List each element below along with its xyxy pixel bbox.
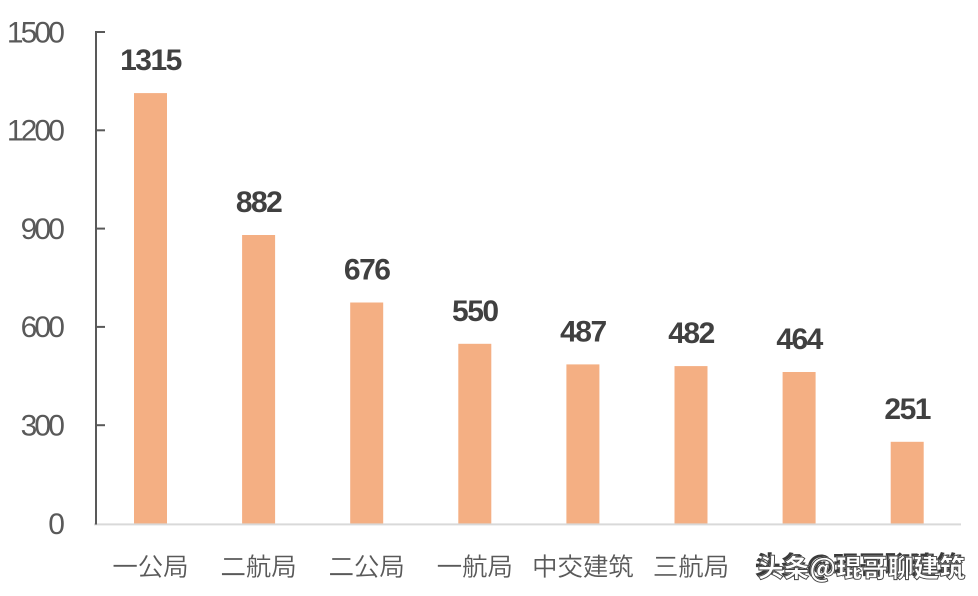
svg-text:0: 0 <box>48 508 64 541</box>
svg-text:1315: 1315 <box>120 44 182 77</box>
svg-text:1500: 1500 <box>7 16 64 49</box>
svg-text:900: 900 <box>21 213 65 246</box>
svg-text:676: 676 <box>344 254 390 287</box>
svg-text:464: 464 <box>776 323 823 356</box>
svg-text:882: 882 <box>236 186 282 219</box>
svg-text:550: 550 <box>452 295 498 328</box>
svg-text:487: 487 <box>560 315 606 348</box>
svg-text:600: 600 <box>21 311 65 344</box>
svg-text:1200: 1200 <box>7 115 64 148</box>
svg-text:482: 482 <box>668 317 714 350</box>
svg-text:251: 251 <box>884 393 930 426</box>
svg-text:300: 300 <box>21 410 65 443</box>
